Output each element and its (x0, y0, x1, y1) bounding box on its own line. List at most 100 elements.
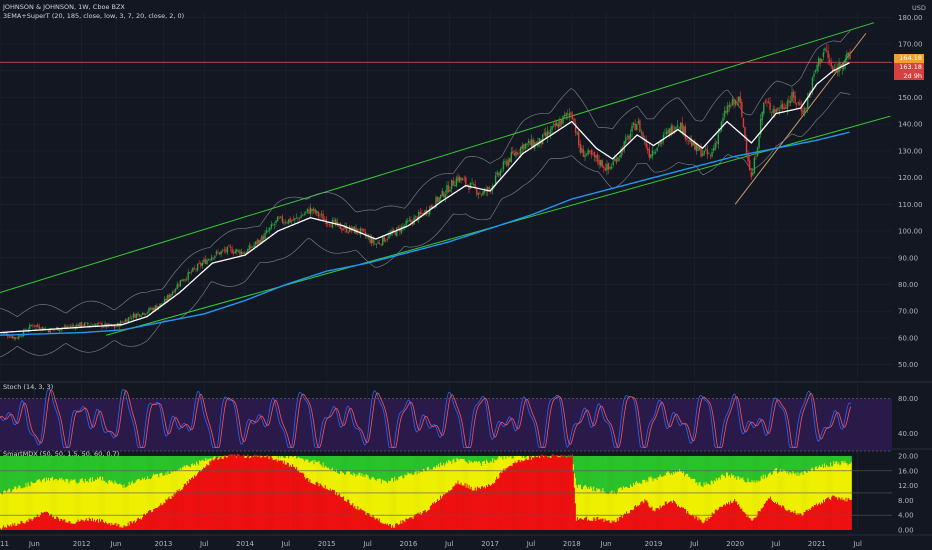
candle-body (283, 222, 285, 224)
smi-red-bar (319, 483, 321, 530)
smi-green-bar (734, 455, 736, 478)
smi-yellow-bar (265, 455, 267, 457)
smi-green-bar (772, 455, 775, 471)
smi-green-bar (597, 455, 599, 490)
candle-body (19, 335, 22, 337)
smi-yellow-bar (412, 475, 414, 520)
smi-red-bar (94, 521, 97, 530)
candle-body (438, 197, 440, 202)
smi-yellow-bar (701, 486, 703, 523)
smi-yellow-bar (18, 485, 20, 525)
candle-body (665, 131, 668, 134)
smi-red-bar (370, 516, 372, 530)
smi-yellow-bar (468, 459, 470, 486)
candle-body (247, 249, 249, 253)
smi-red-bar (801, 516, 803, 530)
smi-red-bar (729, 504, 731, 530)
smi-red-bar (194, 475, 196, 530)
smi-red-bar (848, 498, 850, 530)
smi-green-bar (710, 455, 712, 481)
smi-red-bar (109, 522, 111, 530)
candle-body (132, 313, 135, 318)
smi-yellow-bar (61, 477, 63, 519)
smi-green-bar (172, 455, 174, 472)
smi-yellow-bar (794, 474, 796, 511)
candle-body (69, 326, 72, 328)
smi-red-bar (389, 524, 391, 530)
smi-green-bar (166, 455, 168, 475)
smi-green-bar (464, 455, 466, 461)
smi-red-bar (235, 457, 238, 530)
smi-green-bar (609, 455, 611, 492)
candle-body (592, 153, 594, 154)
candle-body (471, 182, 473, 184)
smi-yellow-bar (329, 469, 332, 489)
candle-body (38, 325, 40, 329)
candle-body (421, 212, 423, 214)
smi-yellow-bar (690, 479, 692, 516)
smi-red-bar (441, 498, 443, 530)
candle-body (681, 122, 683, 134)
smi-green-bar (626, 455, 629, 488)
candle-body (294, 218, 296, 221)
smi-red-bar (31, 520, 33, 530)
smi-red-bar (147, 512, 149, 530)
smi-red-bar (714, 509, 717, 530)
smi-yellow-bar (14, 486, 16, 524)
smi-yellow-bar (588, 486, 590, 520)
smi-yellow-bar (696, 482, 698, 517)
candle-body (748, 160, 751, 171)
smi-green-bar (638, 455, 640, 484)
smi-red-bar (616, 518, 619, 530)
smi-red-bar (651, 506, 653, 530)
smi-green-bar (650, 455, 652, 477)
smi-green-bar (435, 455, 438, 466)
smi-green-bar (317, 455, 319, 462)
smi-green-bar (562, 455, 564, 458)
smi-green-bar (595, 455, 597, 492)
candle-body (74, 326, 76, 328)
candle-body (43, 327, 45, 330)
smi-green-bar (235, 455, 238, 457)
smi-red-bar (493, 483, 495, 530)
smi-red-bar (847, 498, 849, 530)
candle-body (251, 246, 254, 248)
smi-yellow-bar (536, 455, 538, 457)
smi-green-bar (479, 455, 482, 464)
smi-yellow-bar (19, 485, 21, 524)
smi-yellow-bar (661, 476, 663, 507)
smi-green-bar (15, 455, 17, 487)
smi-green-bar (391, 455, 393, 479)
smi-red-bar (42, 512, 45, 530)
smi-green-bar (847, 455, 849, 466)
smi-yellow-bar (700, 485, 702, 520)
smi-yellow-bar (349, 471, 351, 504)
candle-body (571, 114, 574, 120)
smi-green-bar (375, 455, 378, 481)
smi-green-bar (822, 455, 825, 468)
smi-green-bar (89, 455, 92, 478)
smi-yellow-bar (348, 471, 350, 500)
smi-red-bar (227, 455, 230, 530)
smi-yellow-bar (550, 455, 552, 458)
smi-yellow-bar (652, 481, 654, 511)
smi-yellow-bar (417, 469, 419, 513)
smi-green-bar (521, 455, 524, 458)
candle-body (789, 101, 792, 104)
candle-body (88, 325, 91, 327)
smi-green-bar (665, 455, 668, 473)
smi-yellow-bar (91, 476, 94, 519)
smi-red-bar (783, 505, 785, 530)
smi-red-bar (435, 502, 438, 530)
smi-yellow-bar (322, 462, 324, 488)
candle-body (137, 313, 139, 315)
smi-green-bar (610, 455, 612, 492)
smi-yellow-bar (617, 488, 620, 521)
smi-yellow-bar (482, 461, 485, 488)
smi-red-bar (366, 512, 368, 530)
smi-red-bar (821, 503, 824, 530)
smi-yellow-bar (426, 467, 429, 512)
smi-red-bar (675, 504, 678, 530)
smi-yellow-bar (590, 486, 592, 521)
candle-body (836, 67, 839, 73)
